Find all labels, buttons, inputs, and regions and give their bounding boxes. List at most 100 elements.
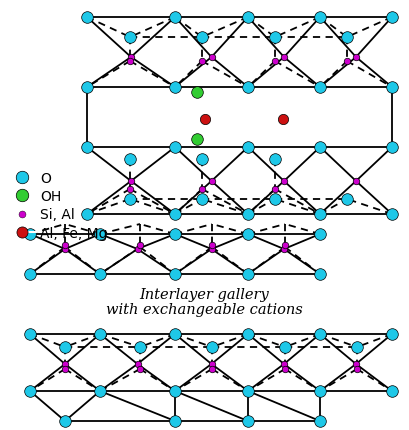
Point (272, 34, 278, 41)
Legend: O, OH, Si, Al, Al, Fe, Mg: O, OH, Si, Al, Al, Fe, Mg (7, 170, 109, 241)
Point (137, 242, 143, 249)
Point (62, 246, 68, 253)
Point (389, 144, 395, 151)
Point (209, 344, 215, 350)
Point (127, 186, 133, 193)
Point (317, 271, 323, 278)
Point (127, 58, 133, 65)
Point (282, 366, 288, 372)
Point (245, 15, 251, 22)
Point (84, 144, 90, 151)
Point (128, 178, 134, 185)
Point (317, 84, 323, 91)
Point (317, 231, 323, 238)
Point (27, 271, 33, 278)
Point (344, 58, 350, 65)
Point (62, 418, 68, 424)
Point (199, 156, 205, 163)
Point (62, 361, 68, 368)
Point (389, 211, 395, 218)
Point (280, 116, 286, 123)
Point (344, 34, 350, 41)
Point (172, 418, 178, 424)
Point (84, 211, 90, 218)
Point (245, 418, 251, 424)
Point (97, 231, 103, 238)
Point (353, 178, 359, 185)
Point (84, 15, 90, 22)
Point (272, 156, 278, 163)
Point (389, 388, 395, 395)
Point (209, 242, 215, 249)
Text: Interlayer gallery: Interlayer gallery (139, 287, 269, 301)
Point (97, 271, 103, 278)
Point (27, 331, 33, 338)
Point (172, 144, 178, 151)
Point (245, 271, 251, 278)
Point (317, 211, 323, 218)
Point (194, 136, 200, 143)
Point (172, 331, 178, 338)
Point (199, 58, 205, 65)
Point (137, 344, 143, 350)
Point (134, 361, 141, 368)
Point (245, 144, 251, 151)
Point (137, 366, 143, 372)
Point (317, 388, 323, 395)
Point (353, 55, 359, 61)
Point (354, 366, 360, 372)
Point (208, 55, 215, 61)
Point (127, 156, 133, 163)
Point (172, 84, 178, 91)
Point (245, 388, 251, 395)
Point (27, 231, 33, 238)
Point (281, 55, 287, 61)
Text: with exchangeable cations: with exchangeable cations (106, 302, 302, 316)
Point (389, 15, 395, 22)
Point (208, 361, 215, 368)
Point (97, 388, 103, 395)
Point (245, 211, 251, 218)
Point (389, 331, 395, 338)
Point (282, 242, 288, 249)
Point (208, 246, 215, 253)
Point (354, 344, 360, 350)
Point (317, 418, 323, 424)
Point (245, 231, 251, 238)
Point (202, 116, 208, 123)
Point (84, 84, 90, 91)
Point (353, 361, 359, 368)
Point (281, 246, 287, 253)
Point (172, 271, 178, 278)
Point (62, 242, 68, 249)
Point (134, 246, 141, 253)
Point (199, 34, 205, 41)
Point (27, 388, 33, 395)
Point (272, 186, 278, 193)
Point (199, 186, 205, 193)
Point (172, 388, 178, 395)
Point (208, 178, 215, 185)
Point (172, 231, 178, 238)
Point (272, 58, 278, 65)
Point (245, 84, 251, 91)
Point (282, 344, 288, 350)
Point (281, 361, 287, 368)
Point (62, 344, 68, 350)
Point (199, 196, 205, 203)
Point (127, 34, 133, 41)
Point (389, 84, 395, 91)
Point (172, 211, 178, 218)
Point (97, 331, 103, 338)
Point (245, 331, 251, 338)
Point (209, 366, 215, 372)
Point (127, 196, 133, 203)
Point (281, 178, 287, 185)
Point (194, 89, 200, 96)
Point (62, 366, 68, 372)
Point (344, 196, 350, 203)
Point (317, 15, 323, 22)
Point (272, 196, 278, 203)
Point (172, 15, 178, 22)
Point (317, 331, 323, 338)
